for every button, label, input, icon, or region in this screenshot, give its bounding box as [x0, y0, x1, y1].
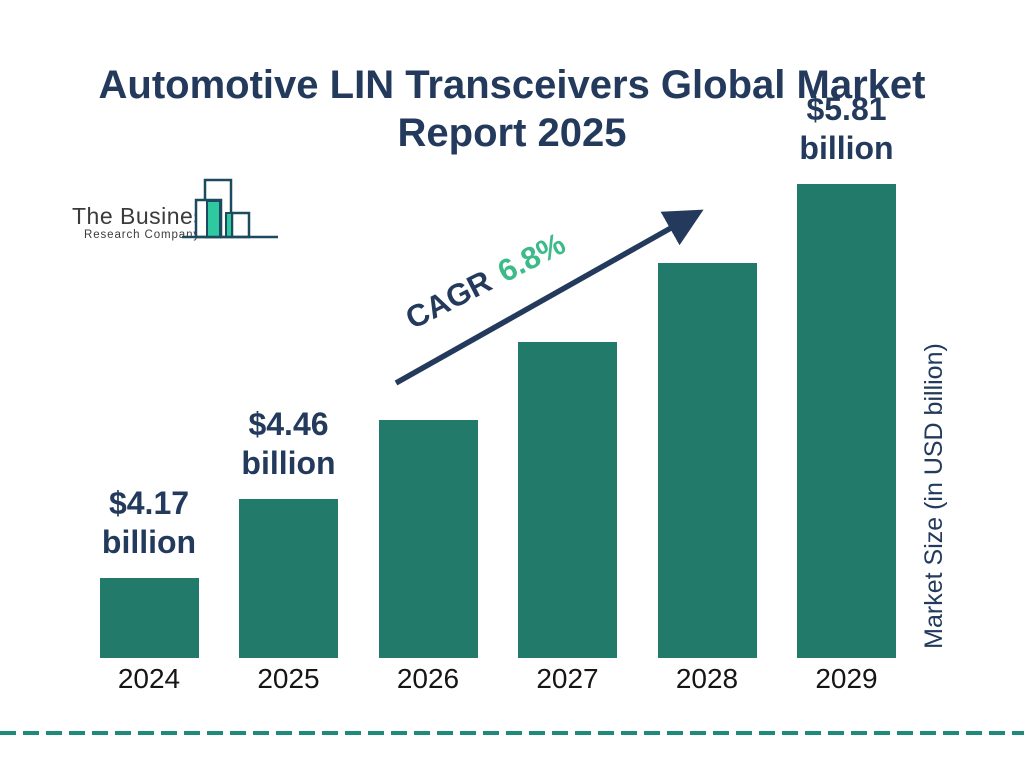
bar-2026 [378, 420, 478, 658]
value-unit: billion [241, 445, 336, 481]
logo-text-line2: Research Company [84, 229, 200, 241]
value-label-2024: $4.17 billion [54, 484, 244, 562]
value-label-2025: $4.46 billion [194, 405, 384, 483]
value-amount: $4.46 [248, 406, 329, 442]
company-logo: The Business Research Company [70, 172, 290, 252]
x-tick-2029: 2029 [815, 663, 878, 694]
bar-2027 [518, 342, 617, 658]
value-unit: billion [799, 130, 894, 166]
x-tick-2025: 2025 [257, 663, 320, 694]
bar-2025 [239, 499, 338, 658]
value-amount: $5.81 [806, 91, 887, 127]
bar-2024 [99, 578, 199, 658]
bottom-dashed-divider [0, 731, 1024, 735]
y-axis-label: Market Size (in USD billion) [920, 343, 948, 649]
bar-2029 [797, 184, 896, 658]
bar-2028 [657, 263, 757, 658]
logo-bars-icon [182, 178, 278, 239]
x-tick-2026: 2026 [396, 663, 460, 694]
growth-arrow [394, 209, 704, 386]
value-amount: $4.17 [108, 485, 190, 521]
value-unit: billion [101, 524, 197, 560]
x-tick-2028: 2028 [675, 663, 739, 694]
value-label-2029: $5.81 billion [752, 90, 942, 168]
company-logo-graphic: The Business Research Company [72, 178, 278, 241]
x-tick-2027: 2027 [536, 663, 599, 694]
page-title: Automotive LIN Transceivers Global Marke… [98, 62, 926, 155]
logo-text-line1: The Business [72, 203, 217, 229]
x-tick-2024: 2024 [117, 663, 181, 694]
